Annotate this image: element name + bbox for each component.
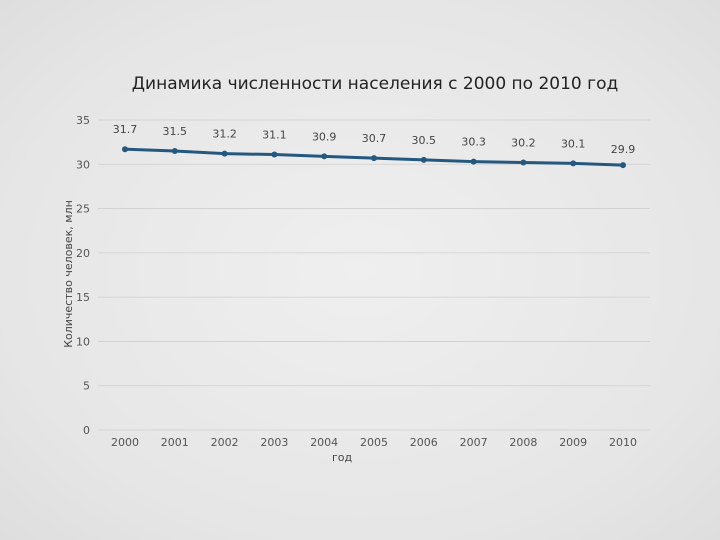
gridlines <box>98 119 650 431</box>
data-point <box>620 162 626 169</box>
y-tick-label: 20 <box>76 247 90 260</box>
data-label: 31.1 <box>262 129 287 142</box>
data-label: 30.9 <box>312 130 337 143</box>
x-tick-label: 2006 <box>410 436 438 449</box>
y-axis-ticks: 0 5 10 15 20 25 30 35 <box>76 114 90 437</box>
x-tick-label: 2002 <box>211 436 239 449</box>
data-points <box>122 146 626 169</box>
data-point <box>371 155 377 162</box>
x-tick-label: 2005 <box>360 436 388 449</box>
data-labels: 31.7 31.5 31.2 31.1 30.9 30.7 30.5 30.3 30.2 30.1… <box>113 123 636 156</box>
x-axis-ticks: 2000 2001 2002 2003 2004 2005 2006 2007 2008 2009… <box>111 436 637 449</box>
data-point <box>570 160 577 167</box>
y-tick-label: 35 <box>76 114 90 127</box>
y-tick-label: 5 <box>83 380 90 393</box>
data-label: 31.5 <box>163 125 188 138</box>
y-tick-label: 0 <box>83 424 90 437</box>
data-label: 30.5 <box>412 134 437 147</box>
data-point <box>321 153 328 160</box>
data-point <box>520 159 527 166</box>
data-label: 31.7 <box>113 123 138 136</box>
x-tick-label: 2009 <box>559 436 587 449</box>
chart-title: Динамика численности населения с 2000 по… <box>131 74 619 94</box>
y-tick-label: 10 <box>76 335 90 348</box>
data-label: 30.2 <box>511 137 536 150</box>
data-label: 29.9 <box>611 143 636 156</box>
data-point <box>171 148 178 154</box>
x-tick-label: 2007 <box>460 436 488 449</box>
data-point <box>420 156 427 163</box>
data-point <box>122 146 128 153</box>
x-tick-label: 2001 <box>161 436 189 449</box>
data-point <box>221 150 228 157</box>
data-label: 30.7 <box>362 132 387 145</box>
data-label: 30.3 <box>461 136 486 149</box>
x-axis-title: год <box>332 451 353 464</box>
x-tick-label: 2003 <box>260 436 288 449</box>
data-point <box>470 158 477 165</box>
data-point <box>271 151 278 158</box>
y-axis-title: Количество человек, млн <box>62 200 75 348</box>
x-tick-label: 2008 <box>509 436 537 449</box>
y-tick-label: 25 <box>76 203 90 216</box>
y-tick-label: 15 <box>76 291 90 304</box>
x-tick-label: 2004 <box>310 436 338 449</box>
data-label: 31.2 <box>212 128 237 141</box>
x-tick-label: 2010 <box>609 436 637 449</box>
data-label: 30.1 <box>561 137 586 150</box>
x-tick-label: 2000 <box>111 436 139 449</box>
y-tick-label: 30 <box>76 158 90 171</box>
